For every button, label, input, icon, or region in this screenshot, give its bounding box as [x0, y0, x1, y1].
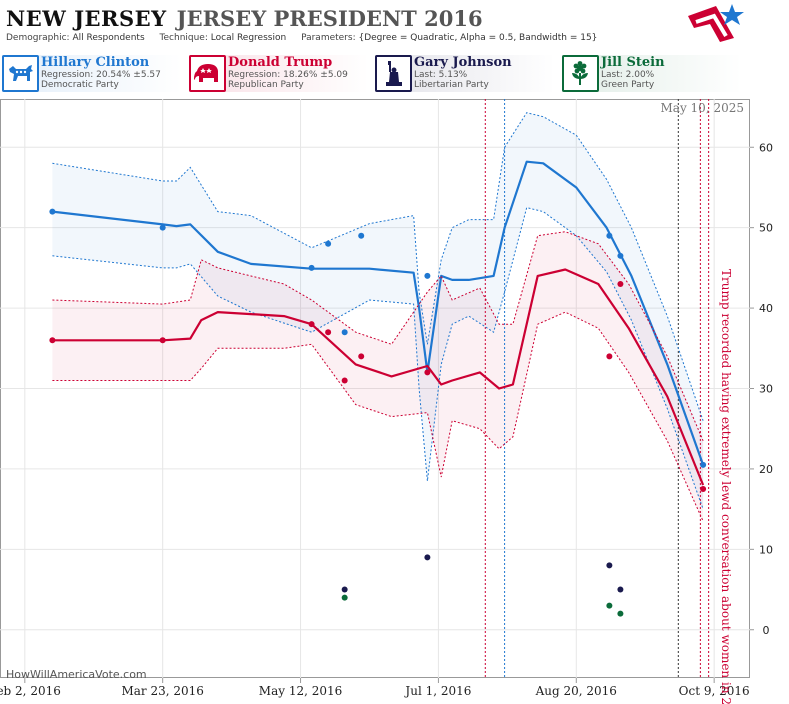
flower-icon: [562, 55, 599, 92]
x-tick-label: Jul 1, 2016: [403, 684, 471, 698]
statue-of-liberty-icon: [375, 55, 412, 92]
y-tick-label: 30: [759, 383, 773, 396]
legend-stat: Regression: 18.26% ±5.09: [228, 70, 348, 80]
header: NEW JERSEY JERSEY PRESIDENT 2016 Demograp…: [0, 0, 789, 48]
poll-point: [308, 264, 315, 271]
technique-label: Technique:: [159, 33, 208, 43]
poll-point: [341, 377, 348, 384]
poll-point: [358, 232, 365, 239]
x-tick-label: Feb 2, 2016: [0, 684, 61, 698]
race-title: JERSEY PRESIDENT 2016: [176, 6, 483, 31]
watermark[interactable]: HowWillAmericaVote.com: [6, 668, 147, 681]
poll-point: [424, 554, 431, 561]
donkey-icon: [2, 55, 39, 92]
parameters-value: {Degree = Quadratic, Alpha = 0.5, Bandwi…: [358, 33, 598, 43]
legend-item-stein[interactable]: Jill Stein Last: 2.00% Green Party: [562, 55, 742, 92]
legend-party: Libertarian Party: [414, 80, 489, 90]
parameters-label: Parameters:: [301, 33, 356, 43]
y-tick-label: 10: [759, 543, 773, 556]
date-label: May 10, 2025: [661, 101, 744, 115]
confidence-band: [52, 112, 704, 510]
state-title: NEW JERSEY: [6, 6, 167, 31]
technique-value: Local Regression: [210, 33, 287, 43]
poll-point: [49, 337, 56, 344]
poll-point: [617, 252, 624, 259]
poll-point: [325, 240, 332, 247]
poll-point: [424, 369, 431, 376]
poll-point: [424, 272, 431, 279]
legend-name: Jill Stein: [601, 55, 665, 70]
legend-name: Gary Johnson: [414, 55, 512, 70]
poll-point: [617, 610, 624, 617]
x-tick-label: Aug 20, 2016: [535, 684, 617, 698]
demographic-label: Demographic:: [6, 33, 70, 43]
upper-bound-line: [52, 112, 704, 421]
site-logo-icon[interactable]: [686, 2, 746, 48]
poll-point: [159, 224, 166, 231]
poll-point: [606, 232, 613, 239]
y-tick-label: 20: [759, 463, 773, 476]
poll-point: [358, 353, 365, 360]
legend-item-johnson[interactable]: Gary Johnson Last: 5.13% Libertarian Par…: [375, 55, 555, 92]
lower-bound-line: [52, 311, 704, 522]
legend-party: Green Party: [601, 80, 655, 90]
legend-item-clinton[interactable]: Hillary Clinton Regression: 20.54% ±5.57…: [2, 55, 182, 92]
legend-stat: Regression: 20.54% ±5.57: [41, 70, 161, 80]
y-tick-label: 60: [759, 141, 773, 154]
poll-point: [606, 562, 613, 569]
legend-party: Republican Party: [228, 80, 304, 90]
poll-point: [341, 594, 348, 601]
poll-point: [606, 353, 613, 360]
poll-point: [606, 602, 613, 609]
poll-point: [308, 321, 315, 328]
trend-line: [52, 268, 705, 486]
poll-point: [700, 461, 707, 468]
legend-stat: Last: 2.00%: [601, 70, 655, 80]
event-annotation: Trump recorded having extremely lewd con…: [719, 269, 733, 704]
poll-point: [617, 280, 624, 287]
x-tick-label: May 12, 2016: [259, 684, 342, 698]
candidate-legend: Hillary Clinton Regression: 20.54% ±5.57…: [0, 55, 789, 93]
poll-point: [617, 586, 624, 593]
y-tick-label: 50: [759, 222, 773, 235]
poll-point: [325, 329, 332, 336]
x-tick-label: Oct 9, 2016: [679, 684, 750, 698]
poll-chart: Feb 2, 2016 Mar 23, 2016 May 12, 2016 Jul 1…: [0, 99, 773, 704]
legend-item-trump[interactable]: Donald Trump Regression: 18.26% ±5.09 Re…: [189, 55, 369, 92]
elephant-icon: [189, 55, 226, 92]
y-tick-label: 40: [759, 302, 773, 315]
poll-point: [159, 337, 166, 344]
demographic-value: All Respondents: [72, 33, 145, 43]
trend-line: [52, 160, 705, 466]
y-tick-label: 0: [763, 624, 770, 637]
poll-point: [341, 586, 348, 593]
poll-point: [700, 486, 707, 493]
parameters-line: Demographic: All Respondents Technique: …: [6, 33, 597, 43]
poll-point: [49, 208, 56, 215]
confidence-band: [52, 231, 704, 522]
poll-point: [341, 329, 348, 336]
legend-name: Hillary Clinton: [41, 55, 150, 70]
legend-party: Democratic Party: [41, 80, 119, 90]
legend-stat: Last: 5.13%: [414, 70, 468, 80]
legend-name: Donald Trump: [228, 55, 333, 70]
title-row: NEW JERSEY JERSEY PRESIDENT 2016: [6, 6, 483, 31]
x-tick-label: Mar 23, 2016: [121, 684, 203, 698]
